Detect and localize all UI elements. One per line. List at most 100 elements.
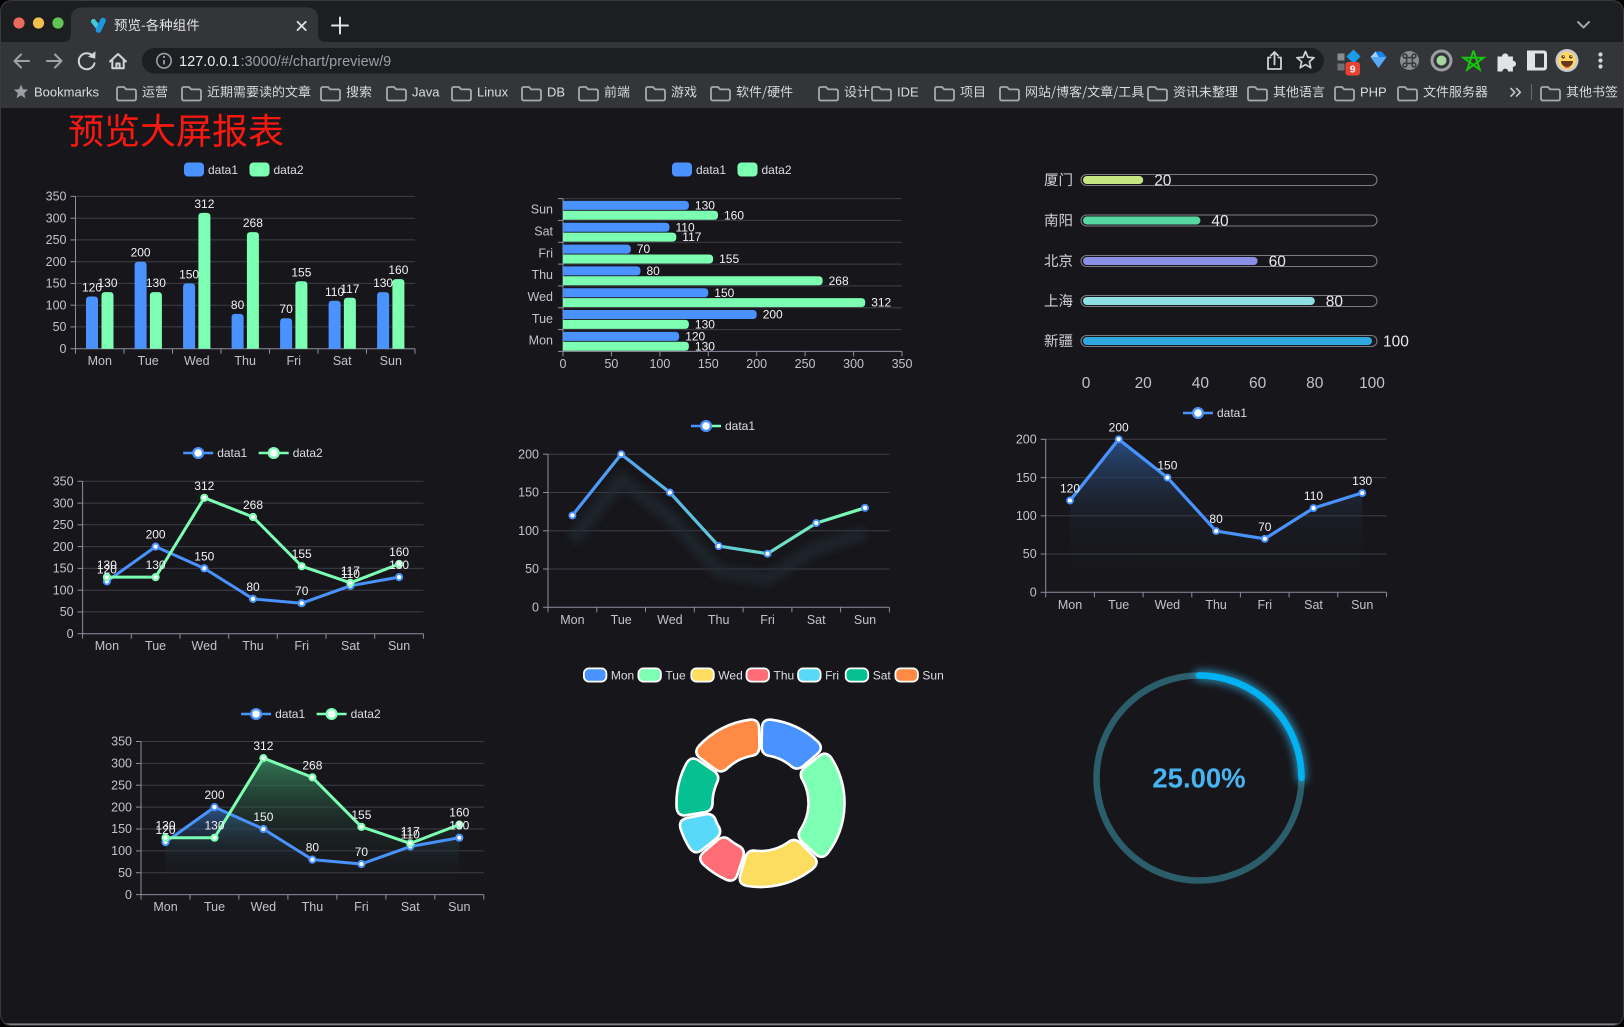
svg-text:120: 120 [1060, 482, 1080, 496]
svg-text:50: 50 [525, 562, 539, 576]
svg-text:130: 130 [97, 558, 117, 572]
svg-text:117: 117 [340, 282, 359, 296]
svg-text:0: 0 [532, 601, 539, 615]
svg-text:80: 80 [1209, 512, 1223, 526]
svg-text:Sun: Sun [380, 354, 402, 368]
svg-text:80: 80 [231, 298, 245, 312]
svg-text:Sun: Sun [388, 639, 410, 653]
svg-text:150: 150 [698, 357, 719, 371]
svg-text:150: 150 [179, 267, 199, 281]
svg-text:Bookmarks: Bookmarks [34, 85, 100, 100]
svg-text:312: 312 [194, 197, 214, 211]
svg-text:50: 50 [1023, 547, 1037, 561]
svg-text:150: 150 [111, 822, 132, 836]
svg-text:0: 0 [60, 342, 67, 356]
svg-text:Thu: Thu [242, 639, 264, 653]
svg-text:0: 0 [125, 888, 132, 902]
svg-text:80: 80 [246, 580, 260, 594]
svg-text:160: 160 [389, 545, 409, 559]
svg-text:Mon: Mon [88, 354, 112, 368]
svg-text:Sat: Sat [807, 613, 826, 627]
svg-text:100: 100 [1016, 509, 1037, 523]
svg-text:160: 160 [388, 263, 408, 277]
svg-text:312: 312 [871, 296, 891, 310]
svg-text:Tue: Tue [1108, 598, 1129, 612]
svg-text:25.00%: 25.00% [1152, 763, 1245, 794]
svg-text:Sun: Sun [1351, 598, 1373, 612]
svg-text:350: 350 [111, 735, 132, 749]
svg-text:155: 155 [291, 265, 311, 279]
svg-text:300: 300 [111, 757, 132, 771]
svg-text:Tue: Tue [611, 613, 632, 627]
svg-text:Sat: Sat [341, 639, 360, 653]
svg-text:200: 200 [146, 528, 166, 542]
svg-text:268: 268 [829, 274, 849, 288]
svg-text:Wed: Wed [184, 354, 210, 368]
svg-text:60: 60 [1249, 375, 1267, 392]
svg-text:Mon: Mon [611, 669, 634, 683]
svg-text:data1: data1 [275, 707, 305, 721]
svg-text:data1: data1 [696, 163, 726, 177]
svg-text:130: 130 [155, 819, 175, 833]
svg-text:data2: data2 [351, 707, 381, 721]
svg-text:data2: data2 [274, 163, 304, 177]
svg-text:Fri: Fri [538, 246, 553, 260]
svg-text:0: 0 [1082, 375, 1091, 392]
svg-text:155: 155 [292, 547, 312, 561]
svg-text:150: 150 [1157, 459, 1177, 473]
svg-text:150: 150 [1016, 471, 1037, 485]
svg-text:200: 200 [111, 800, 132, 814]
svg-text:200: 200 [1016, 433, 1037, 447]
svg-text:312: 312 [253, 739, 273, 753]
svg-text:155: 155 [719, 252, 739, 266]
svg-text:130: 130 [1352, 474, 1372, 488]
svg-text:350: 350 [892, 357, 913, 371]
svg-text:130: 130 [389, 558, 409, 572]
svg-text:100: 100 [53, 583, 74, 597]
svg-text:Thu: Thu [234, 354, 256, 368]
svg-text:Sun: Sun [854, 613, 876, 627]
svg-text:130: 130 [373, 276, 393, 290]
svg-text:70: 70 [279, 302, 293, 316]
svg-text:350: 350 [53, 475, 74, 489]
svg-text:130: 130 [695, 318, 715, 332]
svg-text:Mon: Mon [95, 639, 119, 653]
svg-text:200: 200 [131, 246, 151, 260]
svg-text:100: 100 [46, 298, 67, 312]
svg-text:IDE: IDE [897, 85, 919, 100]
svg-text:Mon: Mon [560, 613, 584, 627]
svg-text:Fri: Fri [354, 900, 369, 914]
svg-text:70: 70 [295, 584, 309, 598]
svg-text:Sat: Sat [534, 225, 553, 239]
svg-text:150: 150 [53, 562, 74, 576]
svg-text::3000/#/chart/preview/9: :3000/#/chart/preview/9 [241, 54, 392, 70]
svg-text:Fri: Fri [760, 613, 775, 627]
svg-text:0: 0 [67, 627, 74, 641]
svg-text:150: 150 [194, 549, 214, 563]
svg-text:130: 130 [97, 276, 117, 290]
svg-text:Wed: Wed [657, 613, 683, 627]
svg-text:Mon: Mon [153, 900, 177, 914]
svg-text:80: 80 [1306, 375, 1324, 392]
svg-text:120: 120 [82, 281, 102, 295]
svg-text:200: 200 [204, 788, 224, 802]
svg-text:20: 20 [1135, 375, 1153, 392]
svg-text:130: 130 [449, 819, 469, 833]
svg-text:70: 70 [637, 242, 651, 256]
svg-text:50: 50 [604, 357, 618, 371]
svg-text:Fri: Fri [287, 354, 302, 368]
svg-text:50: 50 [118, 866, 132, 880]
svg-text:250: 250 [46, 233, 67, 247]
svg-text:data1: data1 [725, 419, 755, 433]
svg-text:Tue: Tue [145, 639, 166, 653]
svg-text:Tue: Tue [532, 312, 553, 326]
svg-text:0: 0 [560, 357, 567, 371]
svg-text:70: 70 [1258, 520, 1272, 534]
svg-text:40: 40 [1192, 375, 1210, 392]
svg-text:130: 130 [695, 339, 715, 353]
svg-text:130: 130 [146, 276, 166, 290]
svg-text:Sat: Sat [873, 669, 892, 683]
svg-text:20: 20 [1154, 173, 1172, 190]
svg-text:9: 9 [1350, 64, 1356, 76]
svg-text:150: 150 [253, 810, 273, 824]
